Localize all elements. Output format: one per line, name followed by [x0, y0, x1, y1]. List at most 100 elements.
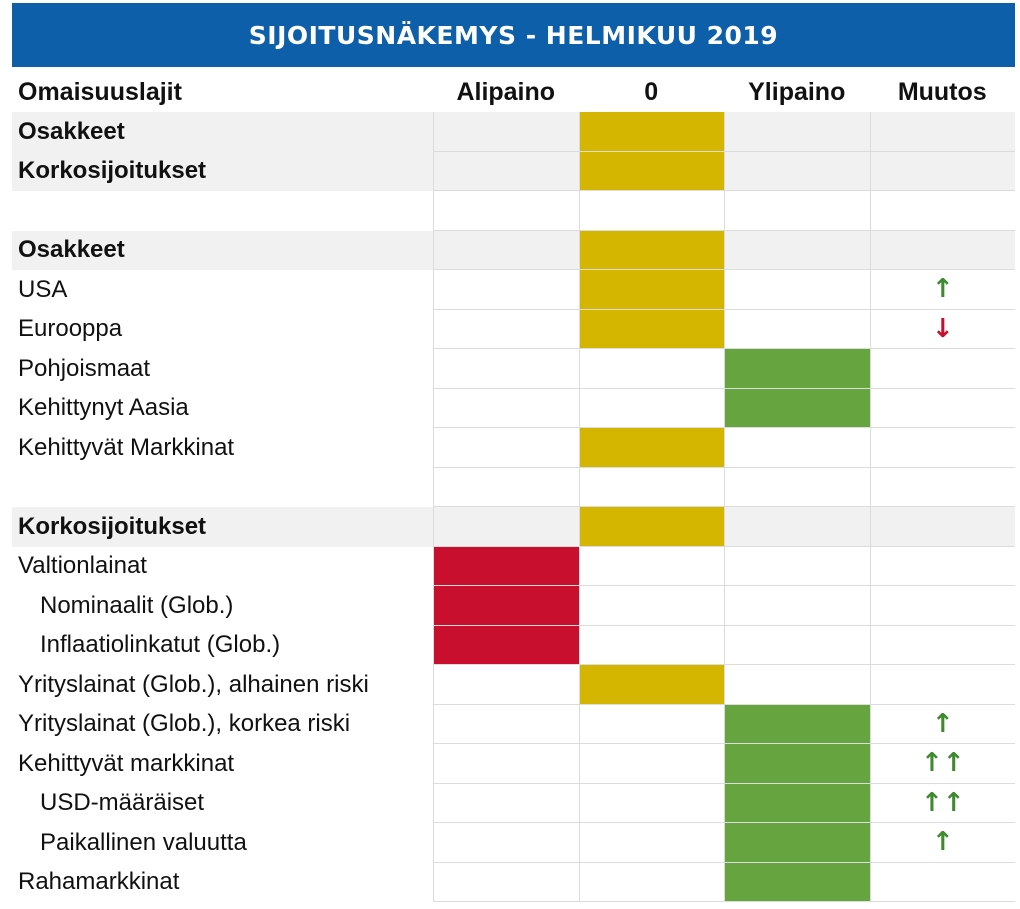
under-cell [433, 388, 579, 428]
neutral-cell [578, 349, 724, 389]
under-cell [433, 467, 579, 507]
table-row: Kehittyvät markkinat ↑↑ [12, 744, 1015, 784]
change-cell [869, 665, 1015, 705]
change-cell: ↑↑ [869, 783, 1015, 823]
change-cell [869, 507, 1015, 547]
change-cell: ↑ [869, 270, 1015, 310]
table-row: USA ↑ [12, 270, 1015, 310]
asset-class-label: Korkosijoitukset [12, 151, 433, 191]
change-cell [869, 586, 1015, 626]
table-row: Pohjoismaat [12, 349, 1015, 389]
table-row: Paikallinen valuutta ↑ [12, 823, 1015, 863]
under-cell [433, 349, 579, 389]
neutral-cell [578, 151, 724, 191]
asset-class-label: Kehittyvät markkinat [18, 749, 235, 777]
arrow-up-icon: ↑ [931, 827, 954, 858]
neutral-cell [578, 744, 724, 784]
table-row: Kehittynyt Aasia [12, 388, 1015, 428]
table-header-row: Omaisuuslajit Alipaino 0 Ylipaino Muutos [12, 72, 1015, 112]
under-cell [433, 151, 579, 191]
neutral-cell [578, 309, 724, 349]
over-cell [724, 704, 870, 744]
asset-class-label [12, 191, 433, 231]
table-row: Yrityslainat (Glob.), alhainen riski [12, 665, 1015, 705]
asset-class-label: Osakkeet [12, 112, 433, 152]
under-cell [433, 546, 579, 586]
neutral-cell [578, 388, 724, 428]
asset-class-label: USD-määräiset [40, 789, 205, 817]
asset-class-label: USA [18, 275, 68, 303]
change-cell [869, 428, 1015, 468]
neutral-cell [578, 507, 724, 547]
arrow-down-icon: ↓ [931, 313, 954, 344]
under-cell [433, 270, 579, 310]
table-row [12, 191, 1015, 231]
asset-class-label: Yrityslainat (Glob.), alhainen riski [18, 670, 369, 698]
table-row: Valtionlainat [12, 546, 1015, 586]
asset-class-label: Osakkeet [12, 230, 433, 270]
over-cell [724, 270, 870, 310]
table-row: Kehittyvät Markkinat [12, 428, 1015, 468]
neutral-cell [578, 625, 724, 665]
asset-class-label: Kehittyvät Markkinat [18, 433, 235, 461]
under-cell [433, 823, 579, 863]
over-cell [724, 191, 870, 231]
over-cell [724, 309, 870, 349]
asset-class-label: Korkosijoitukset [12, 507, 433, 547]
over-cell [724, 665, 870, 705]
header-asset-classes: Omaisuuslajit [12, 72, 433, 112]
asset-class-label: Eurooppa [18, 315, 123, 343]
under-cell [433, 191, 579, 231]
neutral-cell [578, 230, 724, 270]
neutral-cell [578, 823, 724, 863]
neutral-cell [578, 586, 724, 626]
under-cell [433, 665, 579, 705]
over-cell [724, 823, 870, 863]
over-cell [724, 744, 870, 784]
change-cell: ↑↑ [869, 744, 1015, 784]
under-cell [433, 862, 579, 902]
asset-class-label: Kehittynyt Aasia [18, 394, 189, 422]
change-cell [869, 349, 1015, 389]
asset-class-label: Valtionlainat [18, 552, 147, 580]
arrow-up-icon: ↑ [931, 708, 954, 739]
neutral-cell [578, 704, 724, 744]
neutral-cell [578, 546, 724, 586]
asset-class-label: Rahamarkkinat [18, 868, 180, 896]
under-cell [433, 586, 579, 626]
under-cell [433, 428, 579, 468]
table-row: Nominaalit (Glob.) [12, 586, 1015, 626]
neutral-cell [578, 428, 724, 468]
over-cell [724, 467, 870, 507]
table-row: Osakkeet [12, 112, 1015, 152]
over-cell [724, 862, 870, 902]
neutral-cell [578, 862, 724, 902]
neutral-cell [578, 665, 724, 705]
change-cell [869, 625, 1015, 665]
table-body: Osakkeet Korkosijoitukset Osakkeet USA ↑ Euro… [12, 112, 1015, 902]
under-cell [433, 507, 579, 547]
asset-class-label: Yrityslainat (Glob.), korkea riski [18, 710, 351, 738]
over-cell [724, 625, 870, 665]
change-cell [869, 151, 1015, 191]
change-cell: ↓ [869, 309, 1015, 349]
neutral-cell [578, 191, 724, 231]
asset-class-label: Nominaalit (Glob.) [40, 591, 234, 619]
over-cell [724, 388, 870, 428]
asset-class-label [12, 468, 433, 508]
allocation-table: Omaisuuslajit Alipaino 0 Ylipaino Muutos… [12, 72, 1015, 902]
over-cell [724, 230, 870, 270]
over-cell [724, 349, 870, 389]
under-cell [433, 783, 579, 823]
change-cell: ↑ [869, 823, 1015, 863]
neutral-cell [578, 467, 724, 507]
table-row: Korkosijoitukset [12, 151, 1015, 191]
arrow-up-icon: ↑↑ [920, 748, 965, 779]
table-row: Rahamarkkinat [12, 862, 1015, 902]
under-cell [433, 309, 579, 349]
page-title: SIJOITUSNÄKEMYS - HELMIKUU 2019 [12, 3, 1015, 67]
change-cell [869, 191, 1015, 231]
table-row: Inflaatiolinkatut (Glob.) [12, 625, 1015, 665]
table-row: USD-määräiset ↑↑ [12, 783, 1015, 823]
table-row: Yrityslainat (Glob.), korkea riski ↑ [12, 704, 1015, 744]
